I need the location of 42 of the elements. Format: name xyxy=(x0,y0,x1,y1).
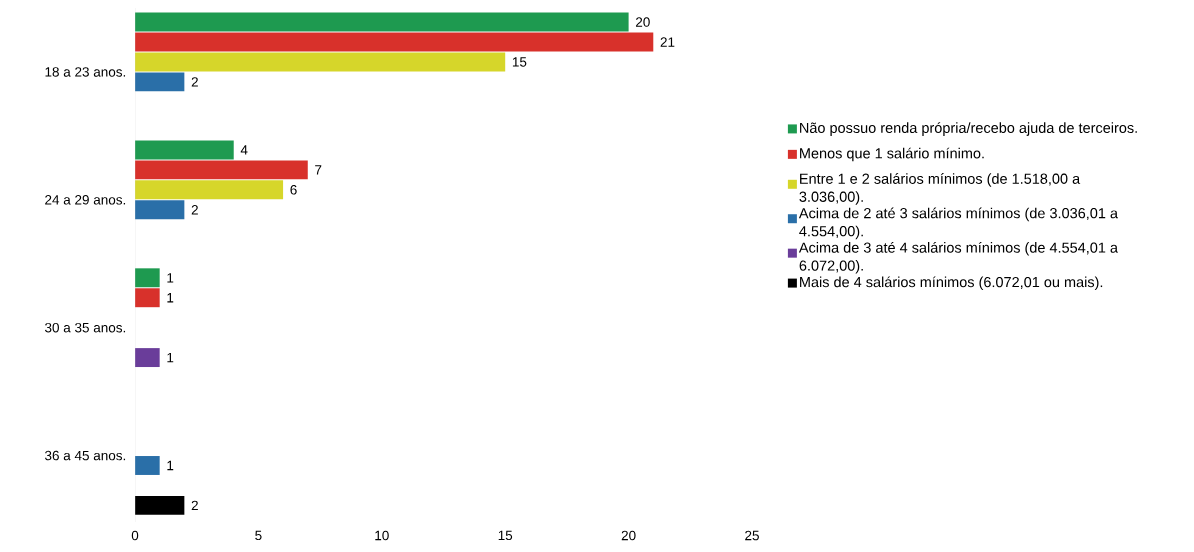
data-label: 2 xyxy=(191,77,198,87)
x-tick-label: 10 xyxy=(375,530,389,541)
y-tick-label: 18 a 23 anos. xyxy=(45,67,126,77)
bar xyxy=(135,160,308,180)
data-label: 7 xyxy=(315,165,322,175)
bar xyxy=(135,140,234,160)
y-tick-label: 24 a 29 anos. xyxy=(45,195,126,205)
x-tick-label: 0 xyxy=(131,530,139,541)
bar xyxy=(135,348,160,368)
bar xyxy=(135,180,284,200)
data-label: 1 xyxy=(167,460,174,471)
bar xyxy=(135,12,629,32)
data-label: 1 xyxy=(167,273,174,283)
data-label: 1 xyxy=(167,352,174,363)
legend-label: Não possuo renda própria/recebo ajuda de terceiros. xyxy=(800,122,1137,136)
x-tick-label: 15 xyxy=(498,530,513,541)
x-tick-label: 20 xyxy=(621,530,636,541)
x-tick-label: 5 xyxy=(255,530,262,541)
bar xyxy=(135,495,185,515)
legend-label: Mais de 4 salários mínimos (6.072,01 ou mais). xyxy=(800,276,1103,291)
bar xyxy=(135,52,506,72)
data-label: 15 xyxy=(512,57,527,67)
legend-label: Acima de 3 até 4 salários mínimos (de 4.554,01 a 6.072,00). xyxy=(798,241,1118,274)
data-label: 21 xyxy=(660,37,675,47)
data-label: 20 xyxy=(635,17,650,27)
legend-label: Acima de 2 até 3 salários mínimos (de 3.036,01 a 4.554,00). xyxy=(798,207,1118,240)
data-label: 4 xyxy=(240,145,248,155)
data-label: 1 xyxy=(167,293,174,303)
bar xyxy=(135,72,185,92)
y-tick-label: 30 a 35 anos. xyxy=(45,322,126,333)
data-label: 2 xyxy=(191,500,198,511)
y-tick-label: 36 a 45 anos. xyxy=(45,450,126,461)
data-label: 6 xyxy=(290,185,297,195)
bar xyxy=(135,456,160,475)
data-label: 2 xyxy=(191,205,198,215)
legend-label: Entre 1 e 2 salários mínimos (de 1.518,00 a 3.036,00). xyxy=(799,173,1081,205)
bar xyxy=(135,288,160,308)
bar xyxy=(135,268,160,288)
legend-label: Menos que 1 salário mínimo. xyxy=(800,147,984,162)
bar xyxy=(135,32,654,52)
x-tick-label: 25 xyxy=(745,530,759,541)
bar xyxy=(135,200,185,220)
